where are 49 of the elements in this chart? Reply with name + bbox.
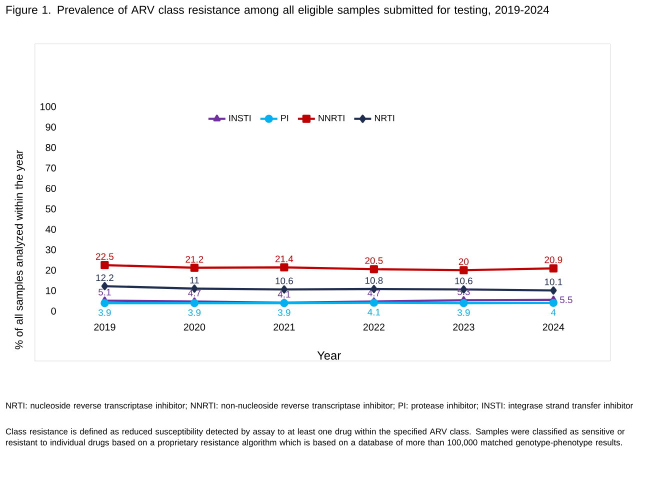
y-tick-label: 20: [46, 266, 56, 274]
data-label: 3.9: [278, 310, 290, 316]
legend-label: INSTI: [229, 115, 251, 122]
y-tick-label: 0: [51, 308, 56, 315]
x-tick-label: 2020: [184, 324, 206, 331]
legend-label: NRTI: [374, 115, 394, 122]
data-label: 20: [458, 258, 469, 266]
y-tick-label: 100: [40, 103, 56, 110]
data-label: 10.8: [365, 277, 383, 284]
y-tick-label: 90: [46, 124, 56, 131]
x-tick-label: 2019: [94, 324, 116, 331]
data-label: 20.9: [544, 256, 562, 264]
legend-label: NNRTI: [318, 115, 344, 122]
y-axis-title: % of all samples analyzed within the year: [14, 150, 25, 350]
data-label: 5.1: [98, 289, 111, 296]
y-tick-label: 50: [46, 206, 56, 213]
data-label: 22.5: [96, 253, 114, 260]
text: NRTI: nucleoside reverse transcriptase inhibitor; NNRTI: non-nucleoside reverse transcriptase inhibitor; PI: protease inhibitor; INSTI: integrase strand transfer inhibitor: [6, 402, 633, 410]
y-tick-label: 70: [46, 164, 56, 172]
y-tick-label: 10: [46, 287, 56, 294]
data-label: 4.7: [188, 290, 201, 297]
data-label: 4.1: [278, 291, 290, 298]
x-tick-label: 2024: [542, 324, 564, 331]
data-label: 11: [190, 277, 199, 284]
data-label: 3.9: [98, 310, 111, 316]
y-tick-label: 40: [46, 226, 56, 234]
text: Class resistance is defined as reduced susceptibility detected by assay to at least one drug within the specified ARV class. Samples were classified as sensitive or resistant to individual drugs based on a proprietary resistance algorithm which is based on a database of more than 100,000 matched genotype-phenotype results.: [6, 428, 625, 448]
y-tick-label: 30: [46, 246, 56, 254]
data-label: 10.6: [276, 278, 293, 284]
data-label: 4: [551, 309, 556, 316]
x-tick-label: 2022: [363, 324, 384, 331]
data-label: 4.1: [368, 309, 380, 316]
data-label: 12.2: [96, 274, 114, 282]
data-label: 3.9: [188, 310, 201, 316]
x-axis-title: Year: [317, 352, 341, 360]
data-label: 21.4: [275, 256, 294, 262]
data-label: 4.7: [368, 290, 380, 297]
data-label: 3.9: [457, 310, 470, 316]
x-tick-label: 2021: [274, 324, 295, 331]
data-label: 5.5: [560, 296, 572, 304]
y-tick-label: 60: [46, 185, 56, 192]
y-tick-label: 80: [46, 144, 56, 152]
data-label: 10.1: [544, 278, 562, 286]
data-label: 20.5: [365, 258, 383, 264]
x-tick-label: 2023: [453, 324, 474, 331]
data-label: 21.2: [186, 256, 204, 263]
chart-title: Figure 1. Prevalence of ARV class resistance among all eligible samples submitted for testing, 2019-2024: [6, 6, 550, 16]
legend-label: PI: [281, 115, 288, 122]
data-label: 10.6: [455, 278, 472, 284]
